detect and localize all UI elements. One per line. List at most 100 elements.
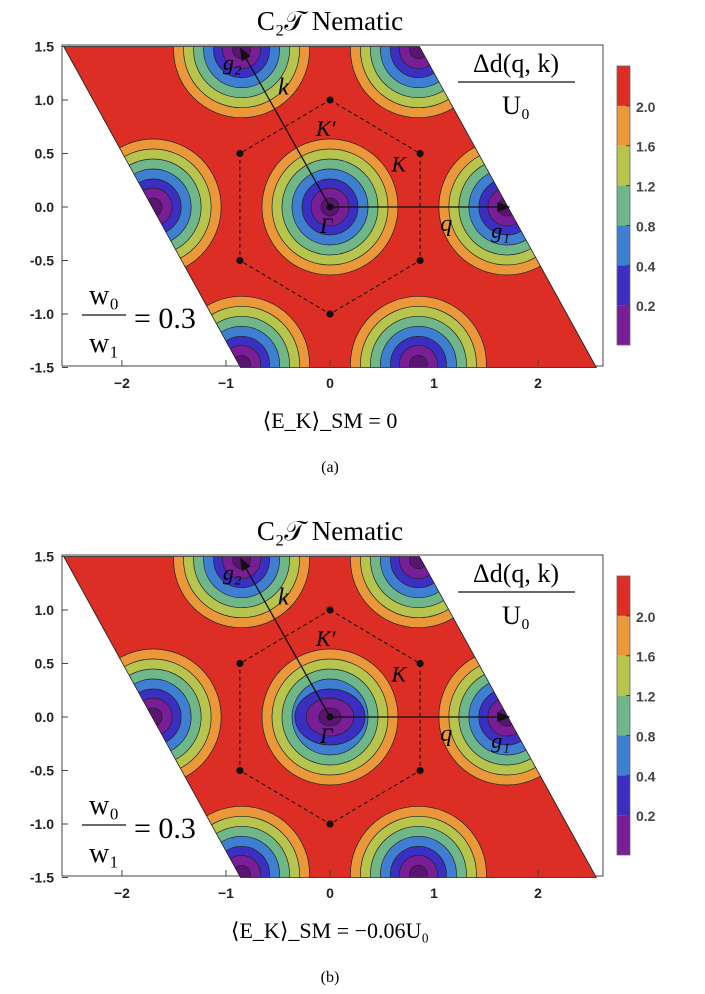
y-tick-label: 0.5 <box>35 656 55 672</box>
colorbar-segment <box>617 615 630 656</box>
y-tick-label: 1.5 <box>35 549 55 565</box>
y-tick-label: -0.5 <box>30 253 54 269</box>
bz-point <box>236 766 244 775</box>
contour-ring <box>409 354 428 368</box>
bz-point <box>326 606 334 614</box>
colorbar-segment <box>617 576 630 616</box>
y-tick-label: 0.5 <box>35 146 55 162</box>
y-tick-label: -1.5 <box>30 870 54 886</box>
colorbar-tick-label: 1.6 <box>636 649 656 665</box>
bz-point <box>416 659 424 668</box>
colorbar-segment <box>617 145 630 186</box>
colorbar-tick-label: 0.2 <box>636 298 656 314</box>
colorbar-segment <box>617 305 630 345</box>
y-tick-label: -0.5 <box>30 763 54 779</box>
zone-boundary <box>62 46 598 368</box>
colorbar-tick-label: 0.2 <box>636 808 656 824</box>
plot-title: C₂𝒯 Nematic <box>257 516 403 546</box>
ratio-numerator: w₀ <box>89 280 119 311</box>
x-tick-label: 1 <box>430 375 438 391</box>
colorbar-tick-label: 2.0 <box>636 99 656 115</box>
y-tick-label: 1.0 <box>35 92 55 108</box>
colorbar-segment <box>617 735 630 776</box>
kvec-label: k <box>278 75 289 101</box>
q-label: q <box>440 211 452 237</box>
y-tick-label: 0.0 <box>35 199 55 215</box>
colorbar-frame <box>616 65 631 346</box>
ratio-denominator: w₁ <box>89 328 119 359</box>
plot-title: C₂𝒯 Nematic <box>257 6 403 36</box>
k-point-label: K <box>390 662 407 687</box>
g2-label: g₂ <box>223 50 242 75</box>
gamma-label: Γ <box>319 723 334 748</box>
x-tick-label: −1 <box>218 885 234 901</box>
x-tick-label: −2 <box>114 885 130 901</box>
y-tick-label: 1.5 <box>35 39 55 55</box>
colorbar-segment <box>617 185 630 226</box>
bz-point <box>236 149 244 158</box>
bz-point <box>416 766 424 775</box>
x-tick-label: 0 <box>326 885 334 901</box>
x-tick-label: −1 <box>218 375 234 391</box>
zone-boundary <box>62 556 598 878</box>
colorbar-segment <box>617 815 630 855</box>
bz-point <box>236 256 244 265</box>
x-tick-label: 0 <box>326 375 334 391</box>
colorbar-segment <box>617 695 630 736</box>
colorbar-title-numerator: Δd(q, k) <box>473 49 559 78</box>
figure-caption: (b) <box>321 969 340 986</box>
colorbar-tick-label: 1.6 <box>636 139 656 155</box>
bz-point <box>326 96 334 104</box>
g1-label: g₁ <box>491 218 510 243</box>
figure-caption: (a) <box>321 459 339 476</box>
colorbar-segment <box>617 66 630 106</box>
colorbar-segment <box>617 775 630 816</box>
kvec-label: k <box>278 585 289 611</box>
colorbar-title-numerator: Δd(q, k) <box>473 559 559 588</box>
x-tick-label: 2 <box>534 375 542 391</box>
colorbar-tick-label: 0.8 <box>636 728 656 744</box>
colorbar-tick-label: 1.2 <box>636 689 656 705</box>
k-arrow <box>239 557 331 718</box>
y-tick-label: -1.0 <box>30 816 54 832</box>
colorbar-tick-label: 0.4 <box>636 768 656 784</box>
contour-ring <box>143 707 163 727</box>
colorbar-segment <box>617 655 630 696</box>
ratio-value: = 0.3 <box>134 812 196 845</box>
bz-point <box>416 149 424 158</box>
x-axis-label: ⟨E_K⟩_SM = 0 <box>263 408 398 433</box>
colorbar-segment <box>617 225 630 266</box>
y-tick-label: -1.0 <box>30 306 54 322</box>
colorbar-tick-label: 0.8 <box>636 218 656 234</box>
g1-label: g₁ <box>491 728 510 753</box>
y-tick-label: 1.0 <box>35 602 55 618</box>
contour-ring <box>409 864 428 878</box>
x-tick-label: 1 <box>430 885 438 901</box>
x-tick-label: −2 <box>114 375 130 391</box>
colorbar-title-denominator: U₀ <box>502 601 530 630</box>
x-tick-label: 2 <box>534 885 542 901</box>
colorbar-segment <box>617 265 630 306</box>
colorbar-frame <box>616 575 631 856</box>
contour-figure-b: C₂𝒯 Nematic Γ K K′ g₁ g₂ q k Δd(q, k) U₀ w₀ w₁ = 0.3… <box>30 516 656 986</box>
gamma-label: Γ <box>319 213 334 238</box>
contour-ring <box>143 197 163 217</box>
colorbar-segment <box>617 105 630 146</box>
bz-point <box>326 310 334 318</box>
ratio-numerator: w₀ <box>89 790 119 821</box>
x-axis-label: ⟨E_K⟩_SM = −0.06U₀ <box>231 918 429 943</box>
y-tick-label: 0.0 <box>35 709 55 725</box>
ratio-value: = 0.3 <box>134 302 196 335</box>
k-arrow <box>239 47 331 208</box>
colorbar-tick-label: 0.4 <box>636 258 656 274</box>
bz-point <box>236 659 244 668</box>
y-tick-label: -1.5 <box>30 360 54 376</box>
colorbar-title-denominator: U₀ <box>502 91 530 120</box>
kprime-point-label: K′ <box>315 626 337 651</box>
figure-panel-a: C₂𝒯 Nematic Γ K K′ g₁ g₂ q k Δd(q, k) U₀ w₀ w₁ = 0.3… <box>30 6 656 476</box>
kprime-point-label: K′ <box>315 116 337 141</box>
k-point-label: K <box>390 152 407 177</box>
g2-label: g₂ <box>223 560 242 585</box>
colorbar-tick-label: 2.0 <box>636 609 656 625</box>
bz-point <box>416 256 424 265</box>
